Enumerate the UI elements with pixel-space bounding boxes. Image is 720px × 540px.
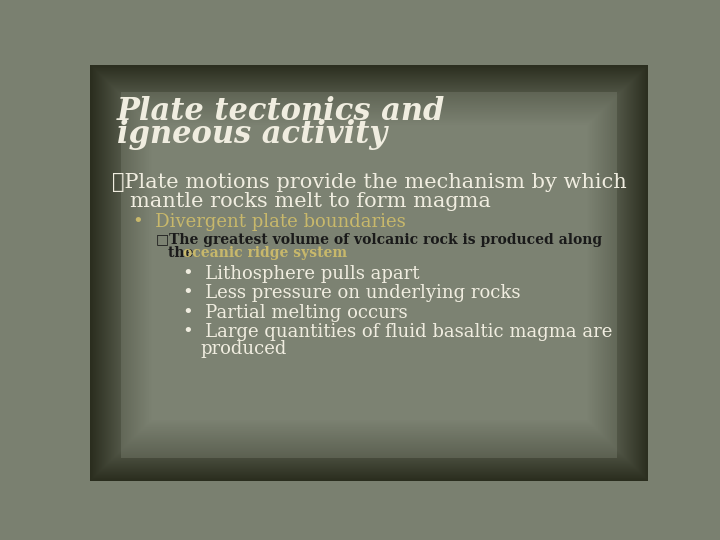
Text: •  Divergent plate boundaries: • Divergent plate boundaries (132, 213, 405, 231)
FancyBboxPatch shape (121, 92, 617, 457)
Text: •  Less pressure on underlying rocks: • Less pressure on underlying rocks (183, 284, 521, 302)
Text: produced: produced (201, 340, 287, 359)
Text: •  Large quantities of fluid basaltic magma are: • Large quantities of fluid basaltic mag… (183, 323, 613, 341)
Text: □The greatest volume of volcanic rock is produced along: □The greatest volume of volcanic rock is… (156, 233, 602, 247)
Text: •  Partial melting occurs: • Partial melting occurs (183, 303, 408, 321)
Text: igneous activity: igneous activity (117, 119, 387, 150)
Text: •  Lithosphere pulls apart: • Lithosphere pulls apart (183, 265, 420, 283)
Text: ❖Plate motions provide the mechanism by which: ❖Plate motions provide the mechanism by … (112, 173, 626, 192)
Text: oceanic ridge system: oceanic ridge system (183, 246, 347, 260)
Text: the: the (168, 246, 198, 260)
Text: Plate tectonics and: Plate tectonics and (117, 96, 446, 126)
Text: mantle rocks melt to form magma: mantle rocks melt to form magma (130, 192, 491, 211)
